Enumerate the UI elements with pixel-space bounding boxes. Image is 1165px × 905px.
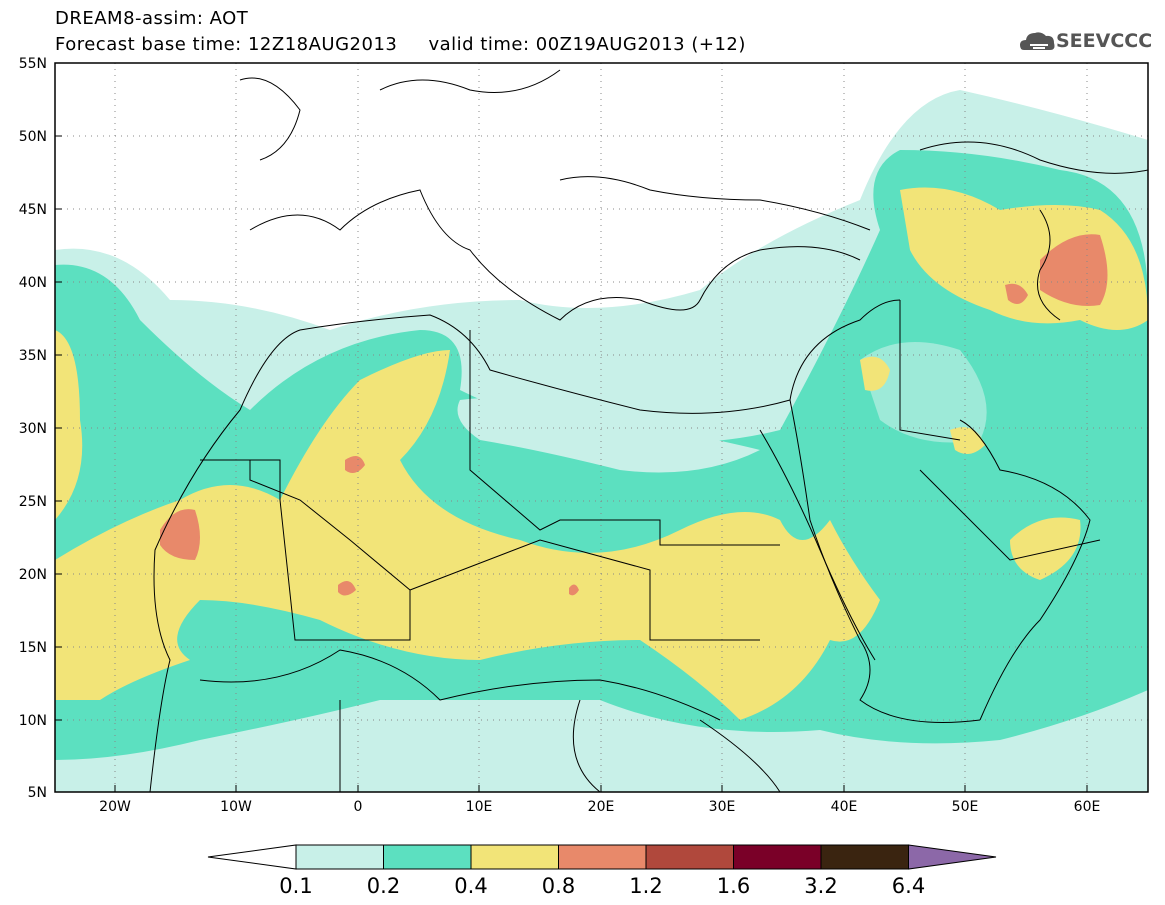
legend-label: 1.2	[629, 874, 662, 898]
lon-tick-label: 20W	[99, 799, 131, 815]
forecast-time-subtitle: Forecast base time: 12Z18AUG2013 valid t…	[55, 34, 746, 55]
map-title: DREAM8-assim: AOT	[55, 8, 249, 29]
lat-tick-label: 20N	[19, 567, 47, 583]
legend-swatch	[558, 844, 647, 870]
lat-tick-label: 45N	[19, 202, 47, 218]
lat-tick-label: 5N	[28, 785, 47, 801]
lat-tick-label: 25N	[19, 494, 47, 510]
logo-text: SEEVCCC	[1056, 30, 1153, 52]
lon-tick-label: 10W	[220, 799, 252, 815]
lon-tick-label: 20E	[588, 799, 615, 815]
legend-label: 0.2	[367, 874, 400, 898]
cloud-logo-icon	[1020, 32, 1055, 50]
lat-tick-label: 55N	[19, 56, 47, 72]
latitude-labels: 55N 50N 45N 40N 35N 30N 25N 20N 15N 10N …	[19, 56, 47, 801]
longitude-labels: 20W 10W 0 10E 20E 30E 40E 50E 60E	[99, 799, 1100, 815]
lat-tick-label: 15N	[19, 640, 47, 656]
lon-tick-label: 10E	[466, 799, 493, 815]
legend-label: 0.1	[279, 874, 312, 898]
lon-tick-label: 50E	[952, 799, 979, 815]
lat-tick-label: 40N	[19, 275, 47, 291]
coastlines	[149, 69, 1148, 792]
lon-tick-label: 40E	[831, 799, 858, 815]
lat-tick-label: 30N	[19, 421, 47, 437]
lon-tick-label: 30E	[709, 799, 736, 815]
legend-label: 3.2	[804, 874, 837, 898]
lat-tick-label: 35N	[19, 348, 47, 364]
legend-swatch	[470, 844, 559, 870]
lat-tick-label: 50N	[19, 129, 47, 145]
legend-swatch	[733, 844, 822, 870]
legend-arrow-low	[207, 844, 297, 870]
legend-label: 0.8	[542, 874, 575, 898]
legend-label: 6.4	[892, 874, 925, 898]
legend-swatch	[383, 844, 472, 870]
lon-tick-label: 60E	[1074, 799, 1101, 815]
legend-swatch	[645, 844, 734, 870]
legend-swatch	[295, 844, 384, 870]
lon-tick-label: 0	[354, 799, 363, 815]
legend-label: 0.4	[454, 874, 487, 898]
legend-swatch	[820, 844, 909, 870]
legend-arrow-high	[908, 844, 997, 870]
lat-tick-label: 10N	[19, 713, 47, 729]
graticule	[55, 63, 1148, 792]
legend-label: 1.6	[717, 874, 750, 898]
legend-labels: 0.1 0.2 0.4 0.8 1.2 1.6 3.2 6.4	[279, 874, 925, 898]
aot-shading	[55, 63, 1148, 792]
